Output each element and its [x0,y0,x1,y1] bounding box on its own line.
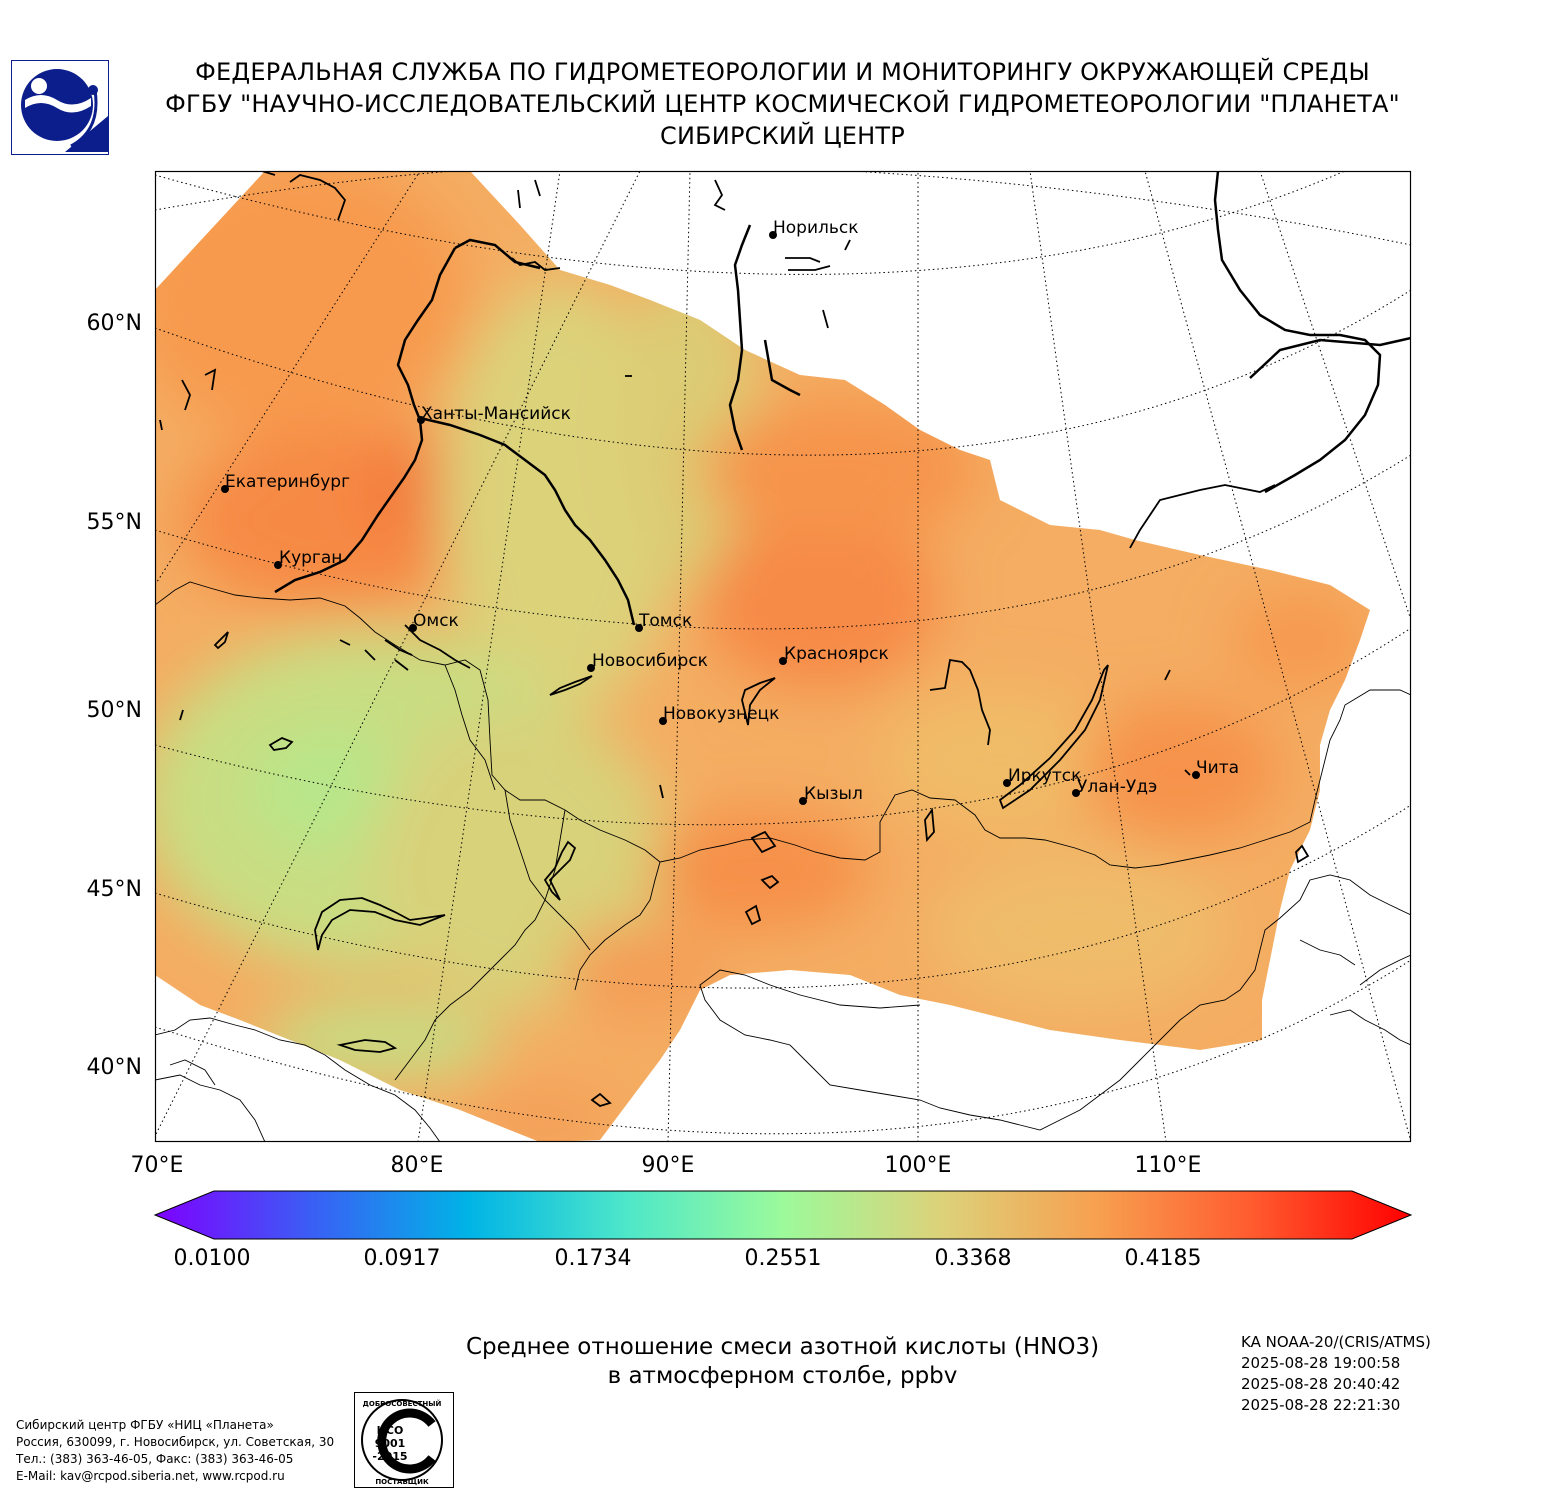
city-label-tomsk: Томск [639,611,693,631]
map-frame [154,170,1412,1143]
city-label-novokuznetsk: Новокузнецк [663,704,780,724]
satellite-time-2: 2025-08-28 20:40:42 [1241,1375,1401,1393]
lon-label-70: 70°E [130,1153,184,1178]
lon-label-90: 90°E [641,1153,695,1178]
colorbar-tick-4: 0.2551 [744,1246,822,1271]
city-marker-novokuznetsk [659,717,667,725]
colorbar-tick-3: 0.1734 [554,1246,632,1271]
lat-label-50: 50°N [86,698,142,723]
city-marker-ulan-ude [1072,789,1080,797]
map-caption-line1: Среднее отношение смеси азотной кислоты … [465,1334,1100,1360]
city-marker-irkutsk [1003,779,1011,787]
city-marker-novosibirsk [587,664,595,672]
iso-certification-badge: ДОБРОСОВЕСТНЫЙ ИСО 9001 -2015 ПОСТАВЩИК [354,1392,454,1488]
city-label-ulan-ude: Улан-Удэ [1077,777,1158,797]
city-marker-khanty-mansiysk [417,416,425,424]
colorbar [153,1190,1413,1240]
city-marker-tomsk [635,624,643,632]
city-label-norilsk: Норильск [773,218,859,238]
city-label-krasnoyarsk: Красноярск [784,644,889,664]
iso-bottom-text: ПОСТАВЩИК [375,1478,429,1486]
header-center-title: СИБИРСКИЙ ЦЕНТР [660,122,905,150]
footer-phone: Тел.: (383) 363-46-05, Факс: (383) 363-4… [16,1452,294,1466]
lat-label-40: 40°N [86,1055,142,1080]
city-label-chita: Чита [1196,758,1240,778]
map-caption-line2: в атмосферном столбе, ppbv [607,1363,958,1389]
footer-email: E-Mail: kav@rcpod.siberia.net, www.rcpod… [16,1469,285,1483]
rivers [274,171,1411,626]
city-marker-kurgan [274,561,282,569]
city-marker-krasnoyarsk [779,657,787,665]
city-marker-norilsk [769,231,777,239]
colorbar-tick-1: 0.0100 [173,1246,251,1271]
borders [155,581,1411,1142]
city-label-irkutsk: Иркутск [1008,766,1082,786]
header-agency-title: ФЕДЕРАЛЬНАЯ СЛУЖБА ПО ГИДРОМЕТЕОРОЛОГИИ … [195,58,1370,86]
footer-address: Россия, 630099, г. Новосибирск, ул. Сове… [16,1435,335,1449]
city-marker-omsk [409,624,417,632]
city-marker-kyzyl [799,797,807,805]
city-label-kyzyl: Кызыл [804,784,863,804]
iso-top-text: ДОБРОСОВЕСТНЫЙ [363,1399,442,1408]
lat-label-55: 55°N [86,510,142,535]
iso-code-3: -2015 [372,1450,407,1463]
iso-code-1: ИСО [377,1424,404,1437]
city-label-kurgan: Курган [279,548,343,568]
city-label-omsk: Омск [413,611,459,631]
satellite-time-1: 2025-08-28 19:00:58 [1241,1354,1401,1372]
city-marker-yekaterinburg [221,485,229,493]
city-label-khanty-mansiysk: Ханты-Мансийск [421,404,571,424]
lon-label-100: 100°E [884,1153,952,1178]
colorbar-tick-2: 0.0917 [363,1246,441,1271]
lon-label-80: 80°E [390,1153,444,1178]
lat-label-45: 45°N [86,877,142,902]
colorbar-tick-6: 0.4185 [1124,1246,1202,1271]
satellite-time-3: 2025-08-28 22:21:30 [1241,1396,1401,1414]
city-label-novosibirsk: Новосибирск [592,651,708,671]
iso-code-2: 9001 [375,1437,406,1450]
colorbar-tick-5: 0.3368 [934,1246,1012,1271]
lat-label-60: 60°N [86,311,142,336]
header-institute-title: ФГБУ "НАУЧНО-ИССЛЕДОВАТЕЛЬСКИЙ ЦЕНТР КОС… [165,90,1400,118]
lon-label-110: 110°E [1134,1153,1202,1178]
footer-org: Сибирский центр ФГБУ «НИЦ «Планета» [16,1418,274,1432]
satellite-name: KA NOAA-20/(CRIS/ATMS) [1241,1333,1431,1351]
city-label-yekaterinburg: Екатеринбург [225,472,351,492]
planeta-logo [11,60,109,155]
lakes [159,171,1310,1107]
city-marker-chita [1192,771,1200,779]
